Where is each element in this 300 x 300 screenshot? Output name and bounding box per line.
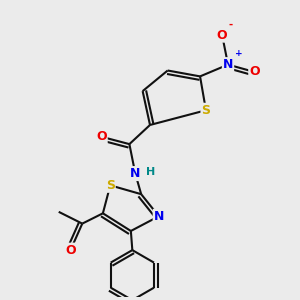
Text: N: N bbox=[154, 210, 164, 223]
Text: H: H bbox=[146, 167, 155, 177]
Text: S: S bbox=[106, 179, 115, 192]
Text: O: O bbox=[249, 65, 260, 79]
Text: N: N bbox=[130, 167, 140, 180]
Text: +: + bbox=[235, 50, 242, 58]
Text: S: S bbox=[201, 104, 210, 117]
Text: O: O bbox=[217, 29, 227, 42]
Text: N: N bbox=[223, 58, 233, 71]
Text: -: - bbox=[229, 20, 233, 30]
Text: O: O bbox=[96, 130, 107, 143]
Text: O: O bbox=[65, 244, 76, 256]
